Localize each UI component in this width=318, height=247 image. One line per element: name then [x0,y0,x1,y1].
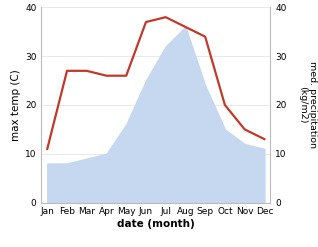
X-axis label: date (month): date (month) [117,219,195,229]
Y-axis label: med. precipitation
(kg/m2): med. precipitation (kg/m2) [298,62,317,148]
Y-axis label: max temp (C): max temp (C) [11,69,21,141]
